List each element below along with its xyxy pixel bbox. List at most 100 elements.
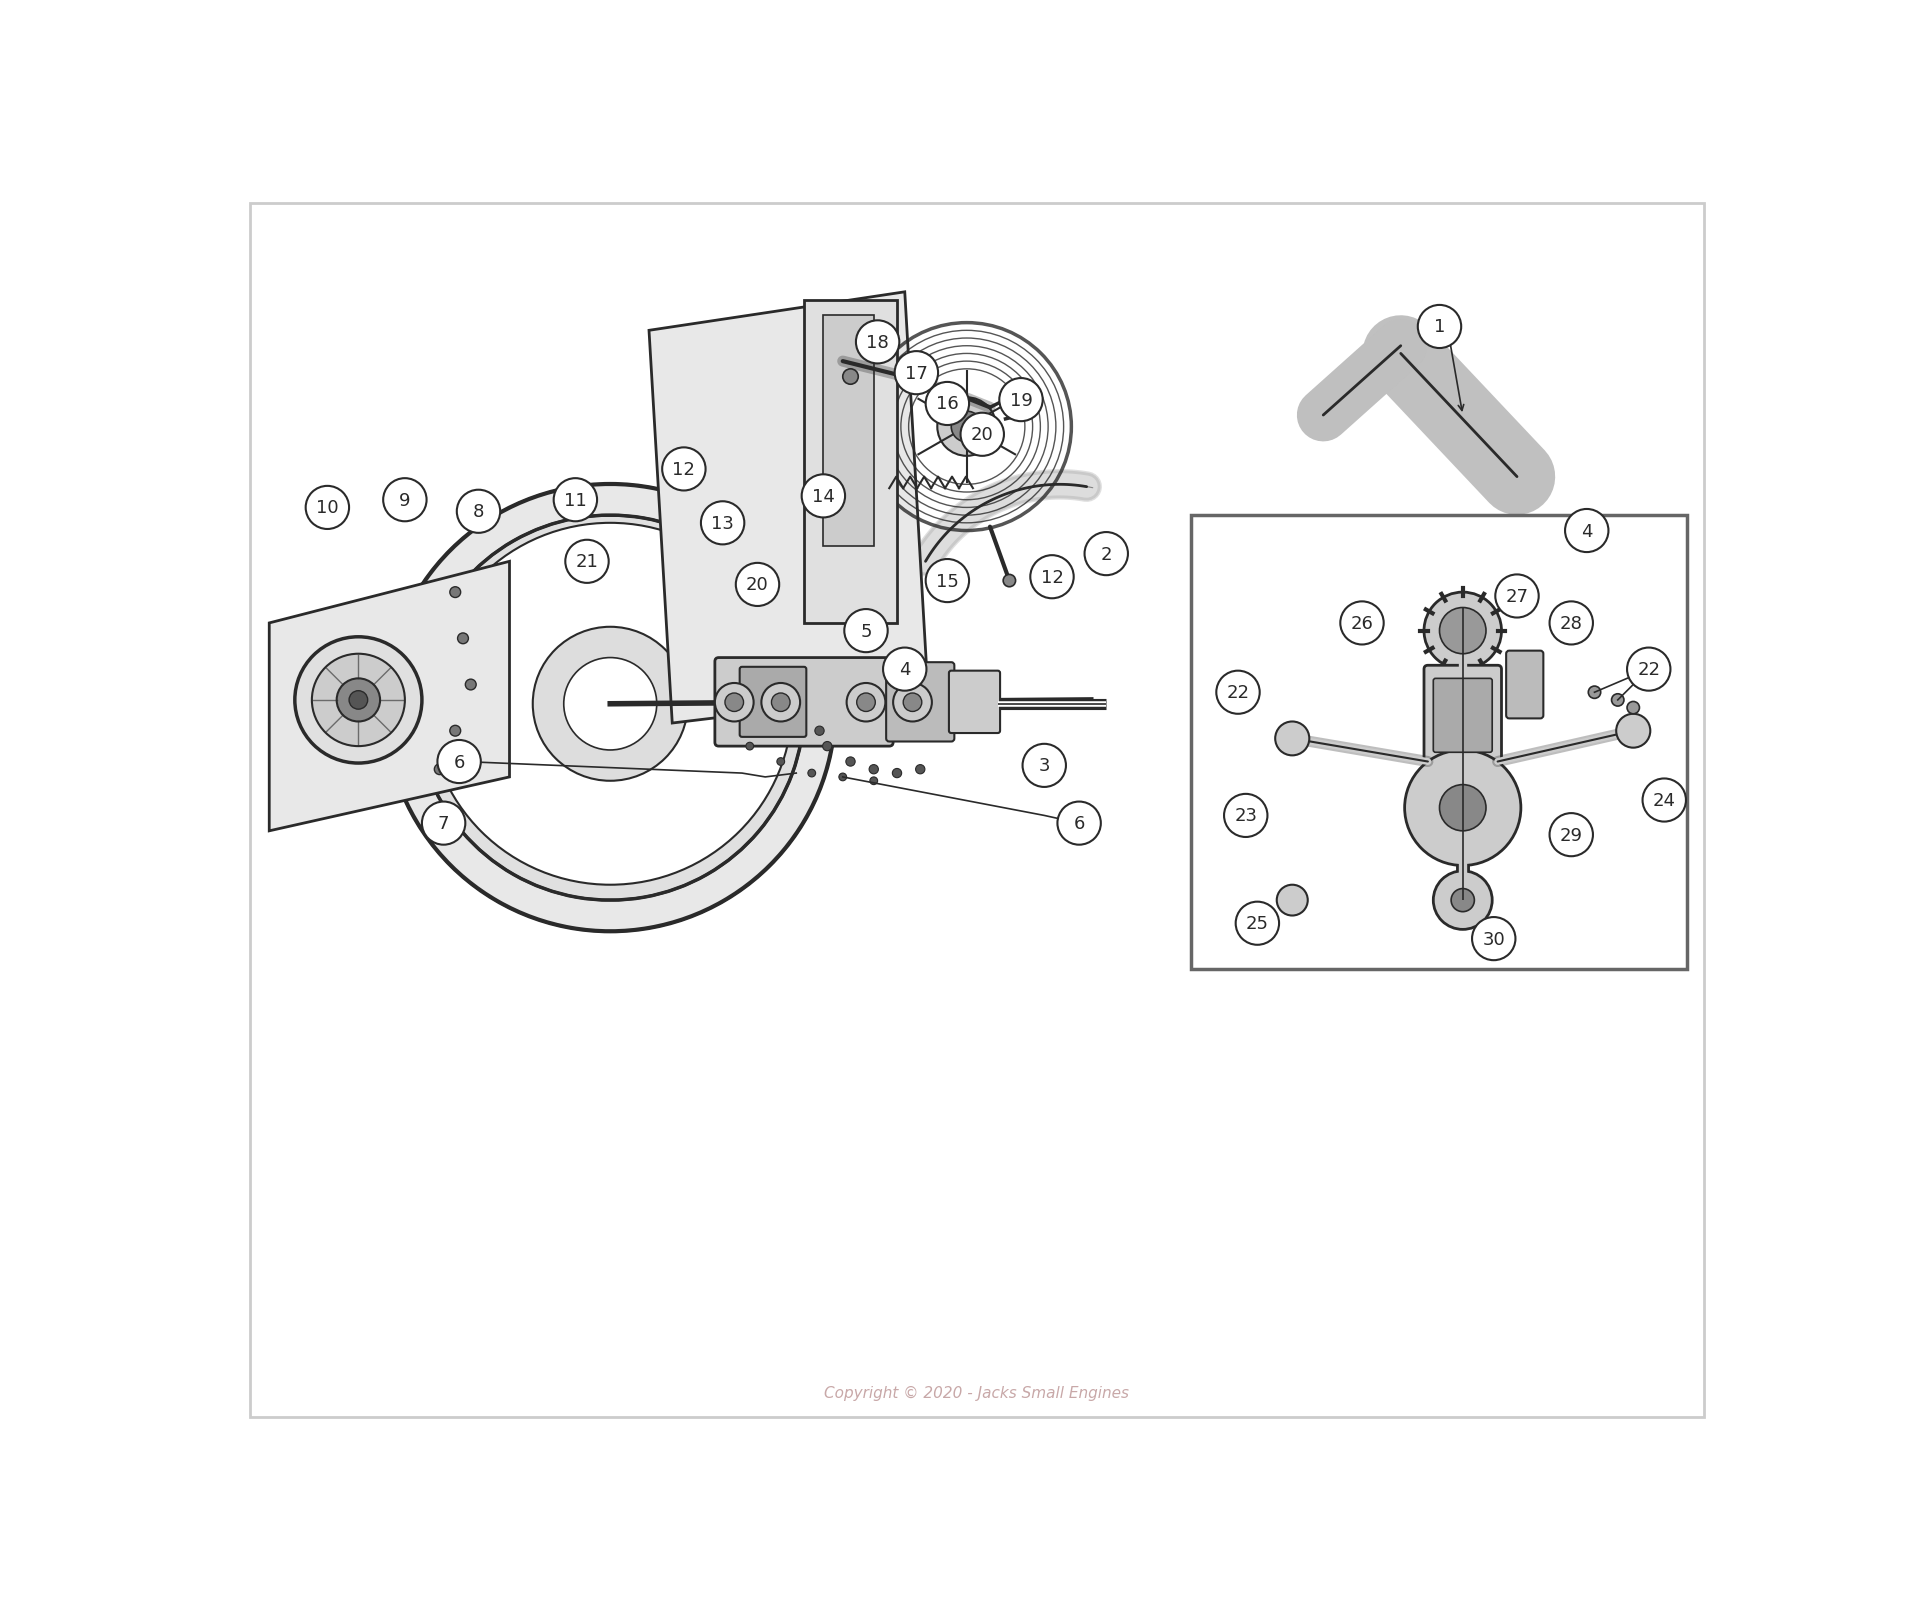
Circle shape xyxy=(777,758,785,766)
Circle shape xyxy=(903,693,922,713)
Text: 17: 17 xyxy=(905,364,928,382)
Circle shape xyxy=(937,398,996,456)
Circle shape xyxy=(802,475,844,518)
Text: 9: 9 xyxy=(398,491,410,509)
Text: 5: 5 xyxy=(859,623,871,640)
Polygon shape xyxy=(650,292,928,724)
Text: 12: 12 xyxy=(672,461,695,478)
Circle shape xyxy=(1274,722,1309,756)
Circle shape xyxy=(808,770,815,777)
FancyBboxPatch shape xyxy=(1433,679,1492,753)
Circle shape xyxy=(951,412,981,443)
Circle shape xyxy=(1404,751,1520,867)
Circle shape xyxy=(465,679,476,690)
Circle shape xyxy=(1433,872,1492,929)
Text: 21: 21 xyxy=(575,554,598,571)
Circle shape xyxy=(869,777,876,785)
Circle shape xyxy=(815,727,823,735)
Text: 24: 24 xyxy=(1652,791,1674,809)
FancyBboxPatch shape xyxy=(823,316,872,547)
Text: 28: 28 xyxy=(1558,615,1581,632)
Circle shape xyxy=(998,379,1042,422)
Circle shape xyxy=(1642,778,1686,822)
Text: 14: 14 xyxy=(812,488,834,506)
Text: 1: 1 xyxy=(1433,318,1444,337)
Circle shape xyxy=(914,766,924,774)
Circle shape xyxy=(892,769,901,778)
Circle shape xyxy=(349,692,368,709)
Circle shape xyxy=(714,684,752,722)
Circle shape xyxy=(855,321,899,364)
Circle shape xyxy=(1031,555,1073,599)
Circle shape xyxy=(1627,701,1638,714)
FancyBboxPatch shape xyxy=(1505,652,1543,719)
Circle shape xyxy=(926,382,968,425)
Circle shape xyxy=(960,414,1004,456)
Circle shape xyxy=(838,774,846,782)
Circle shape xyxy=(1587,687,1600,698)
Circle shape xyxy=(337,679,379,722)
Circle shape xyxy=(1551,815,1591,854)
Text: 10: 10 xyxy=(316,499,339,517)
Circle shape xyxy=(1084,533,1128,576)
Circle shape xyxy=(1021,745,1065,788)
Text: 29: 29 xyxy=(1558,827,1581,844)
Circle shape xyxy=(869,766,878,774)
Circle shape xyxy=(893,351,937,395)
Text: 4: 4 xyxy=(899,661,911,679)
Circle shape xyxy=(882,648,926,692)
Circle shape xyxy=(701,502,745,546)
Circle shape xyxy=(842,369,857,385)
Circle shape xyxy=(383,478,427,522)
Circle shape xyxy=(661,448,705,491)
Circle shape xyxy=(724,693,743,713)
Circle shape xyxy=(760,684,800,722)
Circle shape xyxy=(1234,902,1278,945)
Wedge shape xyxy=(398,485,834,931)
Circle shape xyxy=(1627,648,1669,692)
Circle shape xyxy=(396,493,823,916)
Circle shape xyxy=(1276,886,1307,916)
Text: 25: 25 xyxy=(1246,915,1269,933)
Circle shape xyxy=(846,684,886,722)
Text: 22: 22 xyxy=(1225,684,1250,701)
Text: 23: 23 xyxy=(1234,807,1257,825)
Text: 19: 19 xyxy=(1010,392,1033,409)
Circle shape xyxy=(421,802,465,846)
FancyBboxPatch shape xyxy=(949,671,1000,733)
Polygon shape xyxy=(269,562,509,831)
Circle shape xyxy=(844,610,888,653)
Circle shape xyxy=(1549,814,1593,857)
Circle shape xyxy=(1438,608,1486,655)
Text: 6: 6 xyxy=(1073,815,1084,833)
FancyBboxPatch shape xyxy=(804,300,897,623)
FancyBboxPatch shape xyxy=(1191,515,1686,969)
Circle shape xyxy=(1615,714,1650,748)
Circle shape xyxy=(429,523,792,886)
Circle shape xyxy=(1564,510,1608,552)
Circle shape xyxy=(1495,575,1537,618)
Circle shape xyxy=(564,658,657,751)
Text: Copyright © 2020 - Jacks Small Engines: Copyright © 2020 - Jacks Small Engines xyxy=(823,1385,1130,1401)
Circle shape xyxy=(1223,794,1267,838)
Text: 11: 11 xyxy=(564,491,587,509)
Text: 4: 4 xyxy=(1579,522,1593,541)
Circle shape xyxy=(312,655,404,746)
Circle shape xyxy=(436,740,480,783)
Circle shape xyxy=(855,693,874,713)
Text: 15: 15 xyxy=(935,573,958,591)
Circle shape xyxy=(1471,918,1514,960)
Circle shape xyxy=(1438,785,1486,831)
Circle shape xyxy=(823,742,831,751)
Text: 16: 16 xyxy=(935,395,958,412)
Circle shape xyxy=(745,743,752,751)
Circle shape xyxy=(772,693,791,713)
Circle shape xyxy=(434,764,446,775)
Circle shape xyxy=(1423,592,1501,669)
Text: 22: 22 xyxy=(1636,661,1659,679)
Text: 7: 7 xyxy=(438,815,450,833)
Circle shape xyxy=(893,684,932,722)
Text: 26: 26 xyxy=(1351,615,1374,632)
Text: 12: 12 xyxy=(1040,568,1063,586)
Text: 27: 27 xyxy=(1505,587,1528,605)
